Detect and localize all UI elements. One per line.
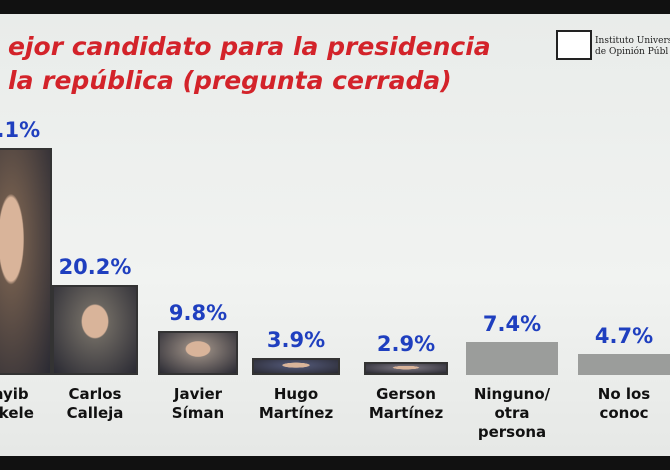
category-label: Gerson Martínez — [368, 385, 444, 422]
category-label: Javier Síman — [171, 385, 225, 422]
value-label: 2.9% — [376, 332, 436, 357]
value-label: 3.9% — [266, 327, 326, 352]
category-label: ayib ukele — [0, 385, 34, 422]
logo-text: de Opinión Públ — [595, 47, 669, 57]
value-label: 7.4% — [482, 312, 542, 337]
slide: ejor candidato para la presidencia la re… — [0, 14, 670, 456]
value-label: 4.7% — [594, 324, 654, 349]
title-line: la república (pregunta cerrada) — [8, 66, 452, 95]
logo-text: Instituto Univers — [595, 36, 670, 46]
category-label: No los conoc — [597, 385, 651, 422]
bar — [252, 357, 340, 375]
value-label: 9.8% — [168, 301, 228, 326]
bar — [364, 362, 448, 375]
category-label: Hugo Martínez — [258, 385, 334, 422]
bar — [466, 342, 558, 375]
value-label: 1.1% — [0, 117, 41, 142]
title-line: ejor candidato para la presidencia — [8, 32, 491, 61]
bar — [578, 354, 670, 375]
value-label: 20.2% — [58, 255, 132, 280]
category-label: Ninguno/ otra persona — [473, 385, 551, 441]
category-label: Carlos Calleja — [66, 385, 124, 422]
bar — [0, 147, 52, 375]
logo-icon — [556, 30, 592, 60]
bar — [52, 285, 138, 375]
bar — [158, 331, 238, 375]
